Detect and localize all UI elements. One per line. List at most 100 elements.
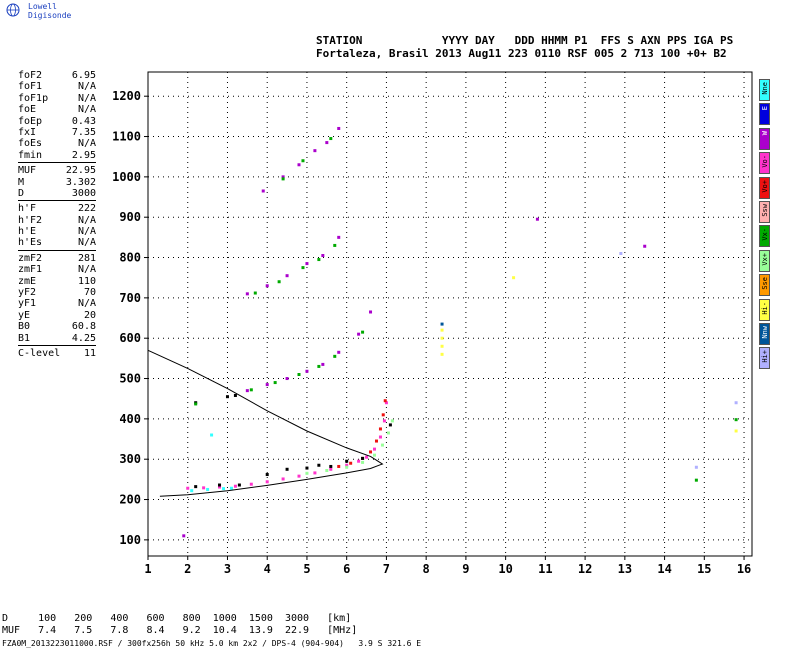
echo-point (194, 485, 198, 489)
param-value: N/A (77, 92, 96, 104)
header-values: Fortaleza, Brasil 2013 Aug11 223 0110 RS… (316, 47, 727, 60)
param-row: C-level 11 (18, 348, 96, 359)
echo-point (365, 455, 369, 459)
legend-label: Vx+ (761, 252, 769, 266)
echo-point (378, 427, 382, 431)
echo-point (361, 456, 365, 460)
param-value: N/A (77, 237, 96, 249)
param-value: 20 (83, 309, 96, 321)
param-value: 60.8 (71, 321, 96, 333)
param-value: N/A (77, 104, 96, 116)
echo-point (512, 276, 516, 280)
echo-point (380, 443, 384, 447)
echo-point (233, 393, 237, 397)
echo-point (265, 383, 269, 387)
y-tick-label: 1100 (112, 130, 141, 144)
param-row: h'F2 N/A (18, 215, 96, 226)
x-tick-label: 1 (144, 562, 151, 576)
echo-point (210, 433, 214, 437)
echo-point (285, 377, 289, 381)
echo-point (281, 477, 285, 481)
legend-label: Nne (761, 82, 769, 95)
param-value: 281 (77, 252, 96, 264)
echo-point (694, 465, 698, 469)
echo-point (313, 149, 317, 153)
echo-point (357, 459, 361, 463)
param-name: B1 (18, 332, 31, 344)
legend-item: Sse (759, 274, 770, 297)
echo-point (321, 254, 325, 258)
echo-point (373, 453, 376, 457)
echo-point (382, 419, 386, 423)
legend-item: Vo- (759, 152, 770, 175)
y-tick-label: 100 (119, 533, 141, 547)
param-row: foE N/A (18, 104, 96, 115)
echo-point (333, 243, 337, 247)
param-value: N/A (77, 298, 96, 310)
legend-label: E (761, 106, 769, 111)
param-name: h'F2 (18, 214, 43, 226)
legend-item: Vx- (759, 225, 770, 248)
echo-point (378, 435, 382, 439)
echo-point (440, 322, 444, 326)
y-tick-label: 600 (119, 331, 141, 345)
param-value: 4.25 (71, 332, 96, 344)
echo-point (345, 459, 349, 463)
param-name: h'F (18, 203, 37, 215)
param-name: D (18, 187, 25, 199)
param-value: 11 (83, 347, 96, 359)
echo-point (694, 478, 698, 482)
echo-point (734, 429, 738, 433)
echo-point (202, 486, 206, 490)
echo-point (297, 474, 301, 478)
param-name: C-level (18, 347, 61, 359)
echo-point (265, 480, 269, 484)
echo-point (361, 460, 365, 464)
param-name: M (18, 176, 25, 188)
echo-point (194, 402, 198, 406)
param-value: 0.43 (71, 115, 96, 127)
echo-point (281, 175, 285, 179)
param-row: zmE 110 (18, 276, 96, 287)
param-name: fmin (18, 149, 43, 161)
param-row: foEs N/A (18, 138, 96, 149)
param-value: 2.95 (71, 149, 96, 161)
legend-label: Vo+ (761, 179, 769, 193)
param-row: yE 20 (18, 310, 96, 321)
param-name: fxI (18, 126, 37, 138)
file-info-footer: FZA0M_2013223011000.RSF / 300fx256h 50 k… (2, 639, 422, 648)
brand-name: Lowell Digisonde (28, 2, 72, 20)
param-separator (18, 249, 96, 251)
echo-point (345, 463, 349, 467)
y-tick-label: 200 (119, 493, 141, 507)
param-row: zmF2 281 (18, 253, 96, 264)
param-name: MUF (18, 165, 37, 177)
param-row: h'E N/A (18, 226, 96, 237)
echo-point (285, 467, 289, 471)
muf-row: MUF 7.4 7.5 7.8 8.4 9.2 10.4 13.9 22.9 [… (2, 625, 358, 636)
echo-point (245, 389, 249, 393)
param-value: N/A (77, 81, 96, 93)
echo-point (253, 291, 257, 295)
param-value: N/A (77, 226, 96, 238)
y-tick-label: 1000 (112, 170, 141, 184)
echo-point (277, 280, 281, 284)
y-tick-label: 500 (119, 372, 141, 386)
x-tick-label: 8 (423, 562, 430, 576)
y-tick-label: 1200 (112, 89, 141, 103)
echo-point (361, 330, 365, 334)
echo-point (297, 373, 301, 376)
echo-point (349, 461, 353, 465)
echo-point (222, 487, 225, 491)
echo-point (265, 473, 269, 477)
param-value: 22.95 (65, 165, 96, 177)
param-name: foF2 (18, 70, 43, 81)
param-value: 6.95 (71, 70, 96, 81)
echo-point (619, 252, 623, 255)
legend-label: W (761, 130, 769, 136)
echo-point (337, 126, 341, 130)
echo-point (317, 258, 321, 262)
param-row: foEp 0.43 (18, 116, 96, 127)
echo-point (329, 464, 333, 468)
